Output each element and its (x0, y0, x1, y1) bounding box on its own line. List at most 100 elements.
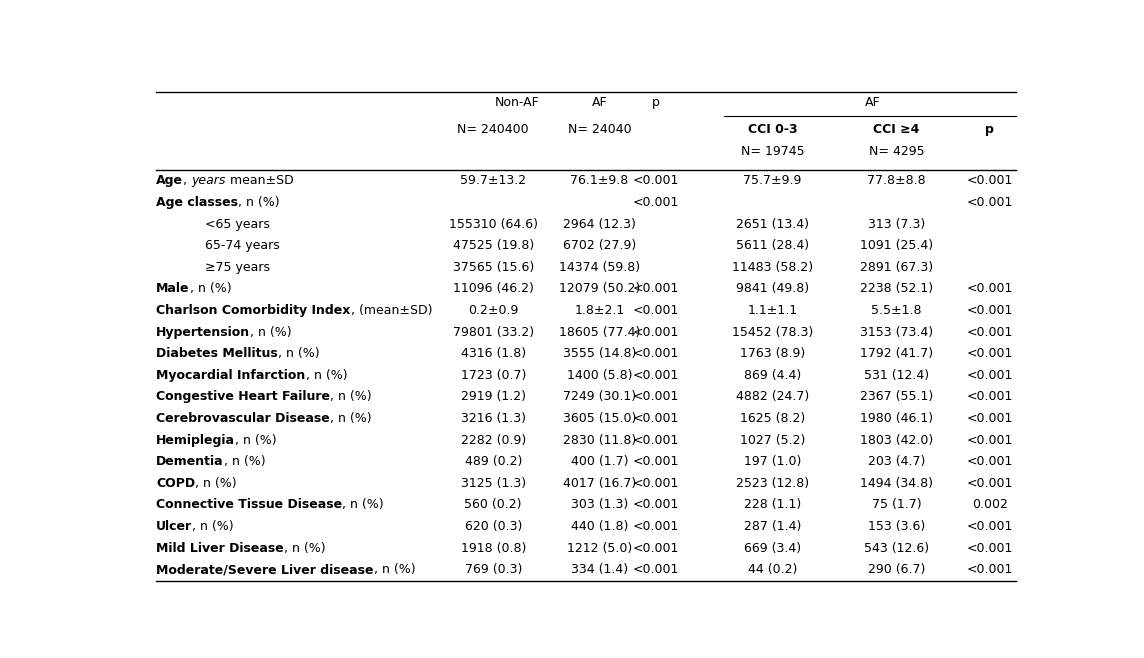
Text: 59.7±13.2: 59.7±13.2 (460, 174, 526, 188)
Text: 197 (1.0): 197 (1.0) (744, 455, 801, 468)
Text: ≥75 years: ≥75 years (205, 261, 270, 274)
Text: 11096 (46.2): 11096 (46.2) (453, 282, 533, 295)
Text: <0.001: <0.001 (633, 174, 678, 188)
Text: 290 (6.7): 290 (6.7) (868, 563, 925, 576)
Text: <65 years: <65 years (205, 218, 270, 231)
Text: <0.001: <0.001 (967, 326, 1012, 339)
Text: , n (%): , n (%) (305, 369, 347, 382)
Text: 769 (0.3): 769 (0.3) (464, 563, 522, 576)
Text: 489 (0.2): 489 (0.2) (464, 455, 522, 468)
Text: <0.001: <0.001 (967, 347, 1012, 361)
Text: , n (%): , n (%) (374, 563, 415, 576)
Text: <0.001: <0.001 (967, 563, 1012, 576)
Text: , n (%): , n (%) (192, 520, 235, 533)
Text: Dementia: Dementia (157, 455, 224, 468)
Text: 2523 (12.8): 2523 (12.8) (736, 477, 809, 490)
Text: 543 (12.6): 543 (12.6) (864, 542, 929, 555)
Text: 153 (3.6): 153 (3.6) (868, 520, 925, 533)
Text: 3605 (15.0): 3605 (15.0) (563, 412, 636, 425)
Text: 2651 (13.4): 2651 (13.4) (736, 218, 809, 231)
Text: 2964 (12.3): 2964 (12.3) (563, 218, 636, 231)
Text: <0.001: <0.001 (967, 477, 1012, 490)
Text: 76.1±9.8: 76.1±9.8 (571, 174, 629, 188)
Text: 77.8±8.8: 77.8±8.8 (867, 174, 925, 188)
Text: Myocardial Infarction: Myocardial Infarction (157, 369, 305, 382)
Text: Non-AF: Non-AF (495, 96, 540, 109)
Text: mean±SD: mean±SD (225, 174, 293, 188)
Text: <0.001: <0.001 (633, 434, 678, 447)
Text: <0.001: <0.001 (967, 412, 1012, 425)
Text: <0.001: <0.001 (967, 369, 1012, 382)
Text: AF: AF (591, 96, 607, 109)
Text: , n (%): , n (%) (278, 347, 319, 361)
Text: 2238 (52.1): 2238 (52.1) (860, 282, 934, 295)
Text: , n (%): , n (%) (236, 434, 277, 447)
Text: p: p (985, 123, 994, 136)
Text: 620 (0.3): 620 (0.3) (464, 520, 522, 533)
Text: 0.2±0.9: 0.2±0.9 (468, 304, 518, 317)
Text: N= 4295: N= 4295 (868, 145, 924, 158)
Text: Ulcer: Ulcer (157, 520, 192, 533)
Text: , n (%): , n (%) (331, 412, 372, 425)
Text: 1212 (5.0): 1212 (5.0) (567, 542, 633, 555)
Text: Male: Male (157, 282, 190, 295)
Text: p: p (652, 96, 659, 109)
Text: Hemiplegia: Hemiplegia (157, 434, 236, 447)
Text: 560 (0.2): 560 (0.2) (464, 499, 522, 511)
Text: N= 24040: N= 24040 (567, 123, 631, 136)
Text: Hypertension: Hypertension (157, 326, 251, 339)
Text: 1918 (0.8): 1918 (0.8) (461, 542, 526, 555)
Text: 1803 (42.0): 1803 (42.0) (860, 434, 934, 447)
Text: <0.001: <0.001 (967, 390, 1012, 403)
Text: 3555 (14.8): 3555 (14.8) (563, 347, 636, 361)
Text: 4882 (24.7): 4882 (24.7) (736, 390, 809, 403)
Text: <0.001: <0.001 (633, 282, 678, 295)
Text: 12079 (50.2): 12079 (50.2) (559, 282, 641, 295)
Text: 287 (1.4): 287 (1.4) (744, 520, 801, 533)
Text: , n (%): , n (%) (238, 196, 280, 209)
Text: 440 (1.8): 440 (1.8) (571, 520, 628, 533)
Text: 2367 (55.1): 2367 (55.1) (860, 390, 934, 403)
Text: <0.001: <0.001 (633, 477, 678, 490)
Text: , n (%): , n (%) (190, 282, 231, 295)
Text: 5611 (28.4): 5611 (28.4) (736, 240, 809, 252)
Text: <0.001: <0.001 (967, 542, 1012, 555)
Text: Age classes: Age classes (157, 196, 238, 209)
Text: years: years (191, 174, 225, 188)
Text: 155310 (64.6): 155310 (64.6) (448, 218, 538, 231)
Text: Connective Tissue Disease: Connective Tissue Disease (157, 499, 342, 511)
Text: 669 (3.4): 669 (3.4) (744, 542, 801, 555)
Text: 3125 (1.3): 3125 (1.3) (461, 477, 526, 490)
Text: 1.8±2.1: 1.8±2.1 (574, 304, 625, 317)
Text: 5.5±1.8: 5.5±1.8 (872, 304, 922, 317)
Text: 4017 (16.7): 4017 (16.7) (563, 477, 636, 490)
Text: 203 (4.7): 203 (4.7) (868, 455, 925, 468)
Text: , n (%): , n (%) (342, 499, 384, 511)
Text: <0.001: <0.001 (633, 520, 678, 533)
Text: 1400 (5.8): 1400 (5.8) (566, 369, 633, 382)
Text: 18605 (77.4): 18605 (77.4) (559, 326, 641, 339)
Text: COPD: COPD (157, 477, 196, 490)
Text: 75 (1.7): 75 (1.7) (872, 499, 921, 511)
Text: 37565 (15.6): 37565 (15.6) (453, 261, 534, 274)
Text: <0.001: <0.001 (633, 347, 678, 361)
Text: N= 240400: N= 240400 (458, 123, 529, 136)
Text: 1027 (5.2): 1027 (5.2) (740, 434, 805, 447)
Text: 1723 (0.7): 1723 (0.7) (461, 369, 526, 382)
Text: <0.001: <0.001 (633, 542, 678, 555)
Text: 9841 (49.8): 9841 (49.8) (736, 282, 809, 295)
Text: 47525 (19.8): 47525 (19.8) (453, 240, 534, 252)
Text: <0.001: <0.001 (967, 196, 1012, 209)
Text: <0.001: <0.001 (633, 563, 678, 576)
Text: <0.001: <0.001 (967, 304, 1012, 317)
Text: 1494 (34.8): 1494 (34.8) (860, 477, 934, 490)
Text: 2891 (67.3): 2891 (67.3) (860, 261, 934, 274)
Text: 3153 (73.4): 3153 (73.4) (860, 326, 934, 339)
Text: 1980 (46.1): 1980 (46.1) (860, 412, 934, 425)
Text: ,: , (183, 174, 191, 188)
Text: <0.001: <0.001 (633, 390, 678, 403)
Text: Cerebrovascular Disease: Cerebrovascular Disease (157, 412, 331, 425)
Text: Moderate/Severe Liver disease: Moderate/Severe Liver disease (157, 563, 374, 576)
Text: <0.001: <0.001 (967, 174, 1012, 188)
Text: <0.001: <0.001 (633, 196, 678, 209)
